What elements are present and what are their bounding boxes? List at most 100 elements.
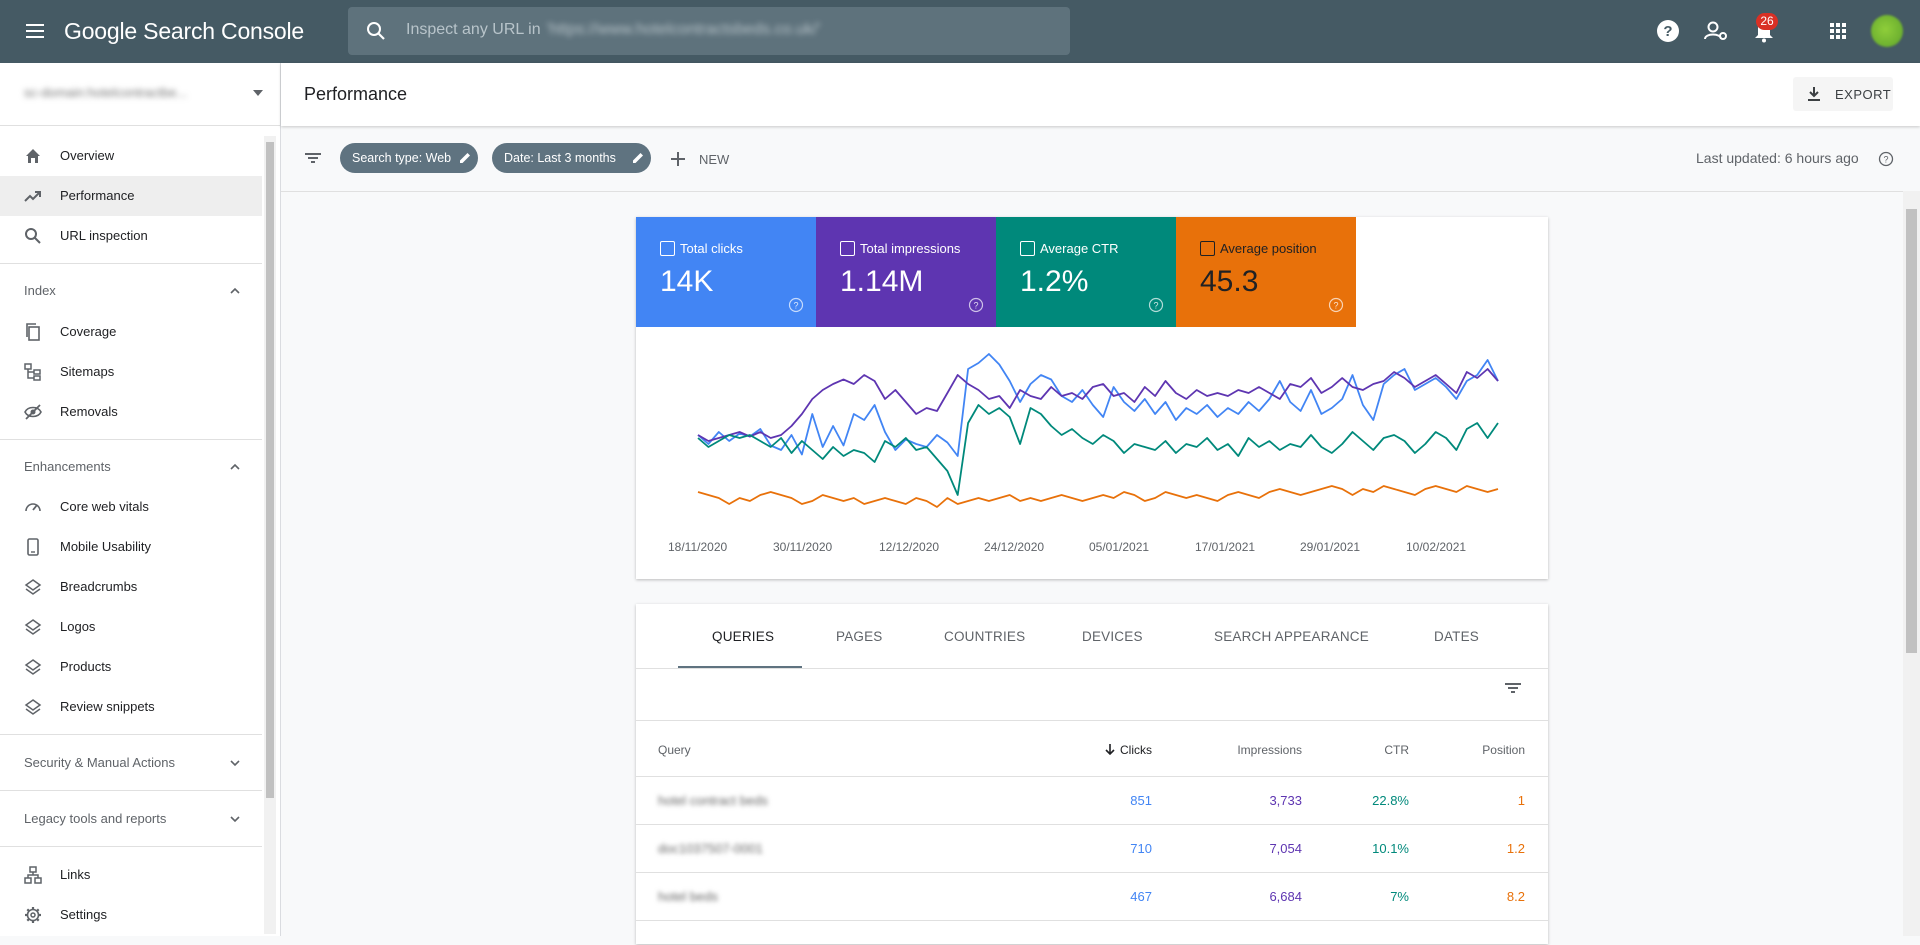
url-inspect-search[interactable]: Inspect any URL in 'https://www.hotelcont… bbox=[348, 7, 1070, 55]
metric-value: 45.3 bbox=[1200, 265, 1259, 298]
sidebar-item-sitemaps[interactable]: Sitemaps bbox=[0, 352, 262, 392]
metric-average-position[interactable]: Average position 45.3 ? bbox=[1176, 217, 1356, 327]
sidebar-item-label: Mobile Usability bbox=[60, 539, 152, 554]
search-input[interactable]: Inspect any URL in 'https://www.hotelcont… bbox=[406, 21, 820, 39]
scrollbar-thumb[interactable] bbox=[1906, 209, 1917, 653]
property-selector[interactable]: sc-domain:hotelcontractbe... bbox=[0, 63, 280, 126]
help-outline-icon[interactable]: ? bbox=[1148, 297, 1164, 313]
svg-text:?: ? bbox=[973, 301, 978, 311]
tab-label: DEVICES bbox=[1082, 629, 1143, 644]
cell-position: 1.2 bbox=[1506, 841, 1525, 856]
sidebar-scrollbar[interactable] bbox=[264, 136, 276, 934]
chip-label: Date: Last 3 months bbox=[504, 151, 616, 165]
table-row[interactable] bbox=[636, 920, 1548, 945]
column-header-query[interactable]: Query bbox=[658, 743, 691, 757]
sidebar-item-url-inspection[interactable]: URL inspection bbox=[0, 216, 262, 256]
gear-icon bbox=[24, 906, 42, 924]
sidebar-item-logos[interactable]: Logos bbox=[0, 607, 262, 647]
sidebar-item-label: Removals bbox=[60, 404, 118, 419]
checkbox-checked[interactable] bbox=[1200, 241, 1215, 256]
property-name: sc-domain:hotelcontractbe... bbox=[24, 85, 188, 100]
metric-label: Average CTR bbox=[1040, 241, 1119, 256]
sidebar-divider bbox=[0, 439, 262, 440]
section-legacy[interactable]: Legacy tools and reports bbox=[0, 799, 262, 839]
metric-average-ctr[interactable]: Average CTR 1.2% ? bbox=[996, 217, 1176, 327]
tab-search-appearance[interactable]: SEARCH APPEARANCE bbox=[1196, 604, 1386, 668]
sidebar-item-overview[interactable]: Overview bbox=[0, 136, 262, 176]
user-settings-icon[interactable] bbox=[1701, 16, 1731, 46]
help-outline-icon[interactable]: ? bbox=[788, 297, 804, 313]
svg-text:?: ? bbox=[1153, 301, 1158, 311]
main-scrollbar[interactable] bbox=[1903, 191, 1920, 936]
tab-queries[interactable]: QUERIES bbox=[678, 604, 802, 668]
sidebar-item-performance[interactable]: Performance bbox=[0, 176, 262, 216]
sidebar-item-coverage[interactable]: Coverage bbox=[0, 312, 262, 352]
metric-label: Total clicks bbox=[680, 241, 743, 256]
section-security[interactable]: Security & Manual Actions bbox=[0, 743, 262, 783]
export-button[interactable]: EXPORT bbox=[1793, 77, 1893, 111]
edit-icon[interactable] bbox=[458, 151, 472, 165]
tab-pages[interactable]: PAGES bbox=[816, 604, 896, 668]
help-icon[interactable]: ? bbox=[1653, 16, 1683, 46]
speed-icon bbox=[24, 498, 42, 516]
chip-date[interactable]: Date: Last 3 months bbox=[492, 143, 651, 173]
help-outline-icon[interactable]: ? bbox=[968, 297, 984, 313]
column-header-position[interactable]: Position bbox=[1482, 743, 1525, 757]
checkbox-checked[interactable] bbox=[1020, 241, 1035, 256]
column-header-clicks[interactable]: Clicks bbox=[1080, 743, 1152, 757]
search-property: 'https://www.hotelcontractsbeds.co.uk/' bbox=[546, 21, 821, 38]
chip-search-type[interactable]: Search type: Web bbox=[340, 143, 478, 173]
section-index[interactable]: Index bbox=[0, 271, 262, 311]
sidebar-item-core-web-vitals[interactable]: Core web vitals bbox=[0, 487, 262, 527]
checkbox-checked[interactable] bbox=[660, 241, 675, 256]
table-row[interactable]: hotel contract beds 851 3,733 22.8% 1 bbox=[636, 776, 1548, 825]
table-row[interactable]: hotel beds 467 6,684 7% 8.2 bbox=[636, 872, 1548, 921]
sidebar-item-mobile-usability[interactable]: Mobile Usability bbox=[0, 527, 262, 567]
edit-icon[interactable] bbox=[631, 151, 645, 165]
tab-devices[interactable]: DEVICES bbox=[1066, 604, 1156, 668]
sidebar-item-products[interactable]: Products bbox=[0, 647, 262, 687]
sidebar-item-breadcrumbs[interactable]: Breadcrumbs bbox=[0, 567, 262, 607]
column-header-ctr[interactable]: CTR bbox=[1384, 743, 1409, 757]
metric-total-impressions[interactable]: Total impressions 1.14M ? bbox=[816, 217, 996, 327]
sidebar-item-label: Overview bbox=[60, 148, 115, 163]
table-row[interactable]: doc1037507-0001 710 7,054 10.1% 1.2 bbox=[636, 824, 1548, 873]
filter-icon[interactable] bbox=[303, 148, 323, 168]
section-label: Security & Manual Actions bbox=[24, 755, 176, 770]
app-logo[interactable]: Google Search Console bbox=[64, 18, 304, 45]
tab-dates[interactable]: DATES bbox=[1416, 604, 1506, 668]
metric-total-clicks[interactable]: Total clicks 14K ? bbox=[636, 217, 816, 327]
help-outline-icon[interactable]: ? bbox=[1878, 151, 1894, 167]
sidebar-item-removals[interactable]: Removals bbox=[0, 392, 262, 432]
x-tick-label: 10/02/2021 bbox=[1406, 540, 1467, 554]
section-enhancements[interactable]: Enhancements bbox=[0, 447, 262, 487]
avatar[interactable] bbox=[1871, 15, 1903, 47]
logo-google: Google bbox=[64, 18, 137, 44]
tab-countries[interactable]: COUNTRIES bbox=[926, 604, 1046, 668]
export-label: EXPORT bbox=[1835, 87, 1892, 102]
apps-grid-icon[interactable] bbox=[1823, 16, 1853, 46]
scrollbar-thumb[interactable] bbox=[266, 142, 274, 798]
cell-clicks: 851 bbox=[1130, 793, 1152, 808]
chip-label: Search type: Web bbox=[352, 151, 452, 165]
menu-icon[interactable] bbox=[20, 18, 50, 44]
table-filter-icon[interactable] bbox=[1503, 678, 1523, 698]
sidebar-item-links[interactable]: Links bbox=[0, 855, 262, 895]
help-outline-icon[interactable]: ? bbox=[1328, 297, 1344, 313]
filter-bar: Search type: Web Date: Last 3 months NEW… bbox=[281, 126, 1920, 192]
series-line-average-ctr bbox=[697, 404, 1499, 496]
sidebar-item-settings[interactable]: Settings bbox=[0, 895, 262, 935]
search-icon bbox=[364, 19, 388, 43]
new-filter-button[interactable]: NEW bbox=[669, 146, 739, 172]
metric-label: Average position bbox=[1220, 241, 1317, 256]
column-header-impressions[interactable]: Impressions bbox=[1237, 743, 1302, 757]
section-label: Legacy tools and reports bbox=[24, 811, 167, 826]
sidebar-item-label: Performance bbox=[60, 188, 135, 203]
performance-chart-card: Total clicks 14K ? Total impressions 1.1… bbox=[636, 217, 1548, 579]
svg-text:?: ? bbox=[1333, 301, 1338, 311]
cell-query: hotel beds bbox=[658, 889, 718, 904]
coverage-icon bbox=[24, 323, 42, 341]
sidebar-item-review-snippets[interactable]: Review snippets bbox=[0, 687, 262, 727]
chevron-down-icon bbox=[228, 756, 242, 770]
checkbox-checked[interactable] bbox=[840, 241, 855, 256]
